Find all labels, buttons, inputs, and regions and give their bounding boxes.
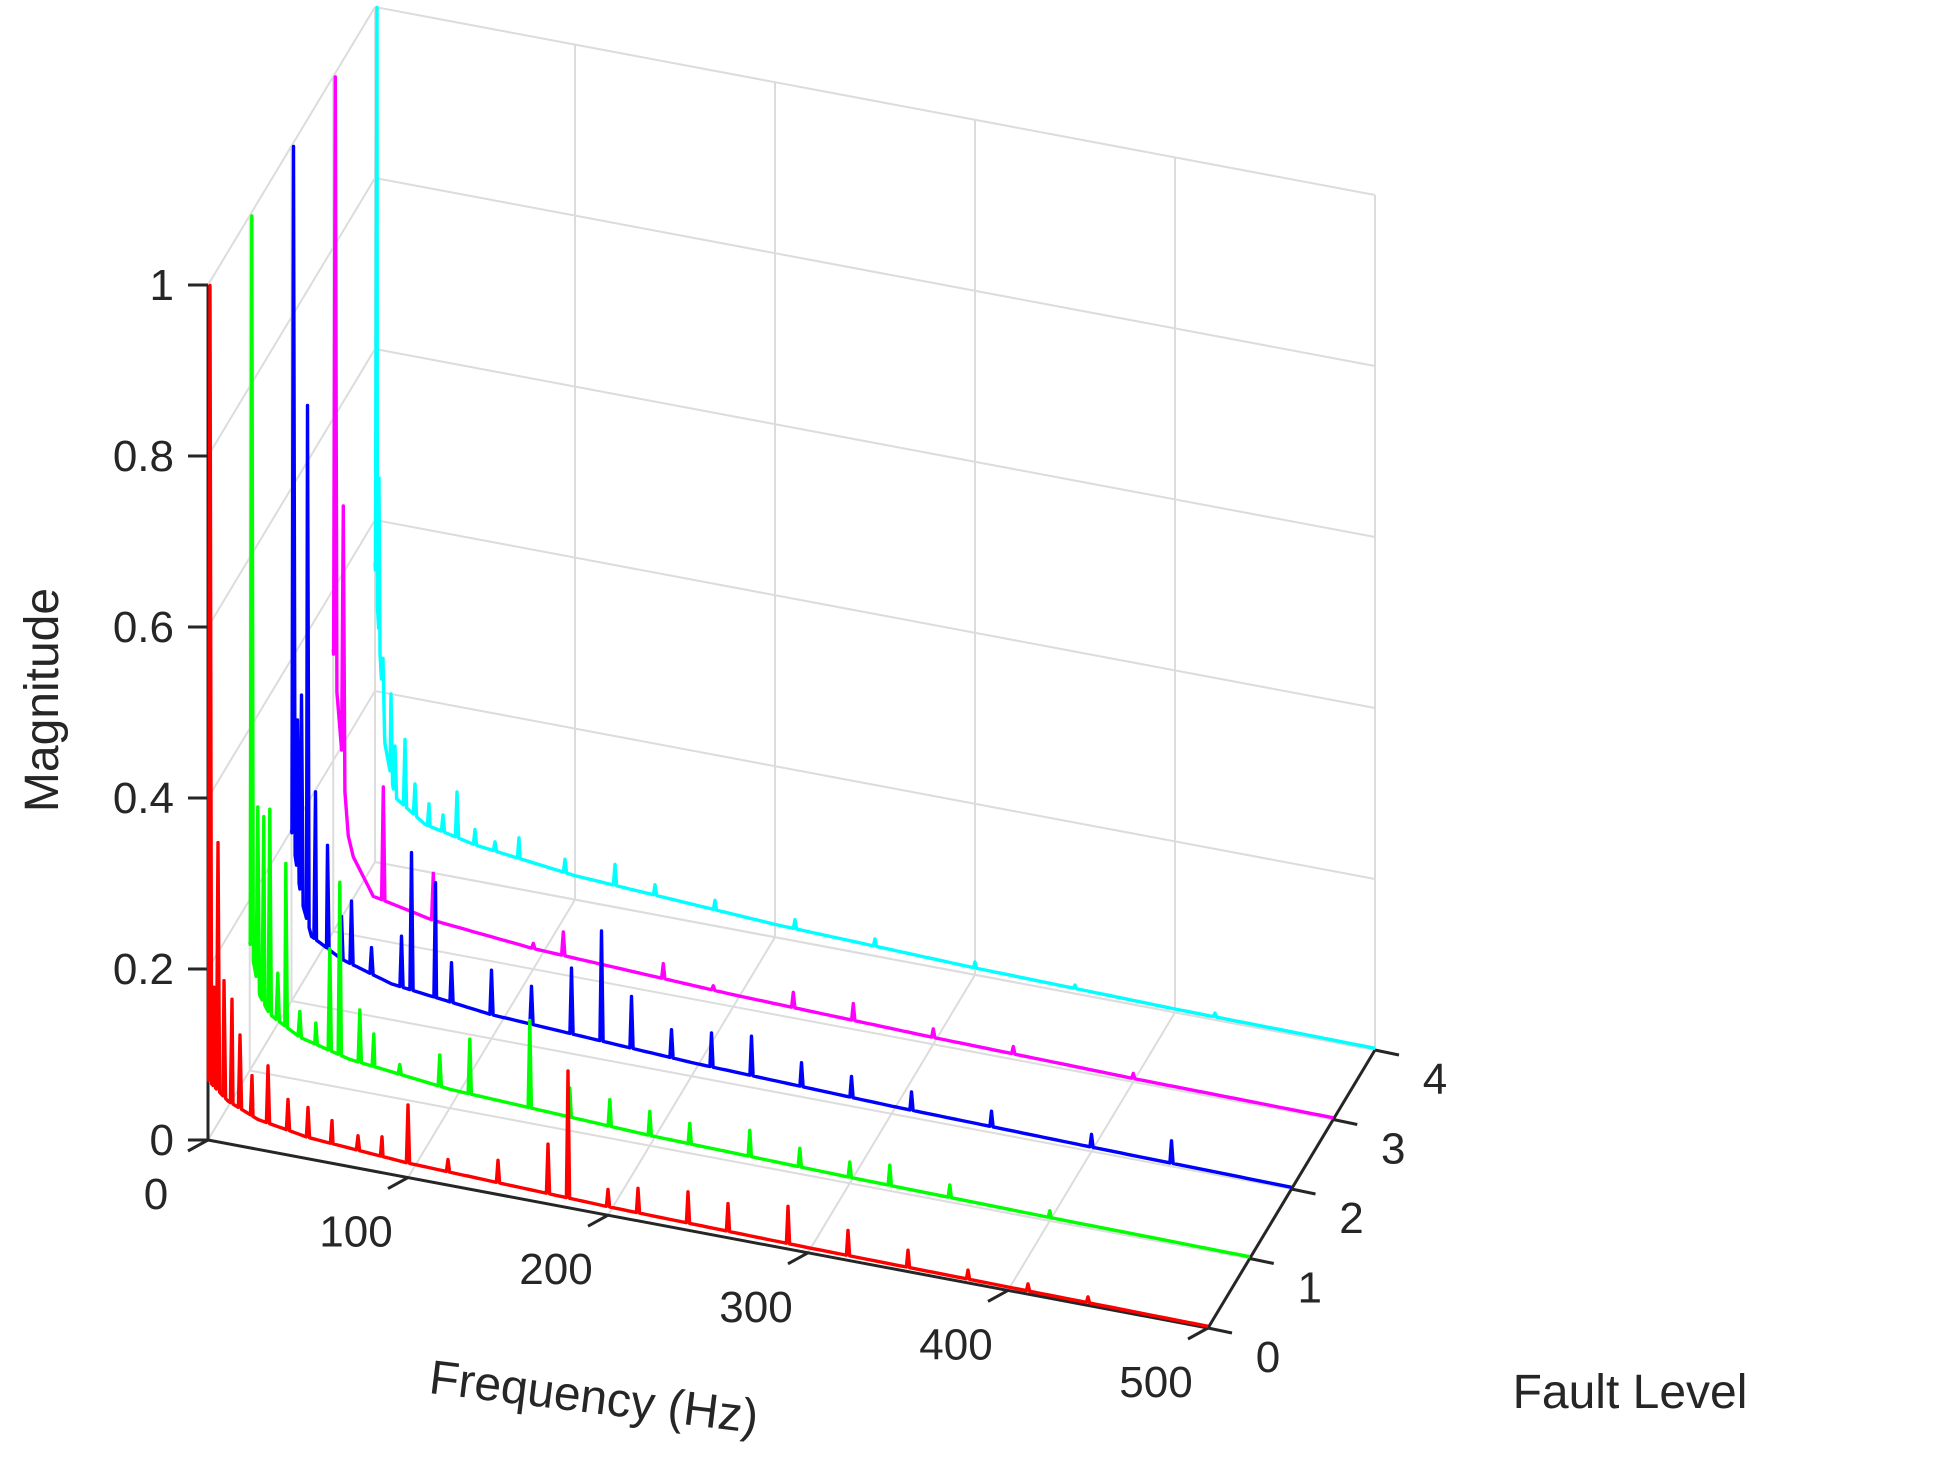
z-tick-label: 0.8 [113,432,174,481]
grid-line [374,861,1376,1051]
y-tick-label: 0 [1256,1333,1280,1382]
x-tick-label: 100 [319,1208,392,1257]
y-tick-label: 4 [1423,1055,1447,1104]
y-tick-label: 1 [1298,1264,1322,1313]
z-tick-label: 0 [150,1116,174,1165]
y-tick-label: 3 [1381,1125,1405,1174]
x-tick [987,1289,1009,1303]
y-tick [1374,1048,1400,1057]
grid-line [249,1069,1250,1260]
x-tick-label: 500 [1119,1358,1192,1407]
spectrum-series-3 [331,75,1334,1120]
grid-line [374,177,1376,367]
x-tick [387,1176,409,1190]
spectrum-series-0 [206,283,1209,1328]
axes-layer [187,283,1400,1341]
z-tick-label: 0.4 [113,774,174,823]
z-axis-title: Magnitude [16,588,69,812]
grid-line [374,6,1376,196]
grid-line [374,690,1376,880]
x-axis-line [207,1138,1209,1330]
y-tick [1207,1326,1233,1335]
x-axis-title: Frequency (Hz) [427,1351,762,1444]
x-tick [587,1213,609,1228]
z-tick-label: 0.6 [113,603,174,652]
y-tick [1249,1257,1275,1265]
x-tick [787,1251,809,1266]
x-tick-label: 300 [719,1283,792,1332]
z-tick-label: 1 [150,261,174,310]
grid-line [333,930,1334,1121]
y-tick-label: 2 [1339,1194,1363,1243]
series-layer [206,5,1376,1328]
grid-line [374,348,1376,538]
spectrum-series-1 [248,214,1251,1259]
y-tick [1332,1118,1358,1126]
grid-line [291,1000,1292,1190]
y-tick [1291,1187,1316,1196]
grid-line [207,6,376,286]
y-axis-title: Fault Level [1513,1366,1748,1419]
x-tick [1187,1326,1209,1341]
z-tick-label: 0.2 [113,945,174,994]
grid-line [374,519,1376,709]
spectrum-series-2 [289,144,1292,1189]
x-tick-label: 400 [919,1320,992,1369]
x-tick [187,1138,209,1153]
x-tick-label: 0 [144,1170,168,1219]
x-tick-label: 200 [519,1245,592,1294]
spectrum-series-4 [373,5,1376,1050]
